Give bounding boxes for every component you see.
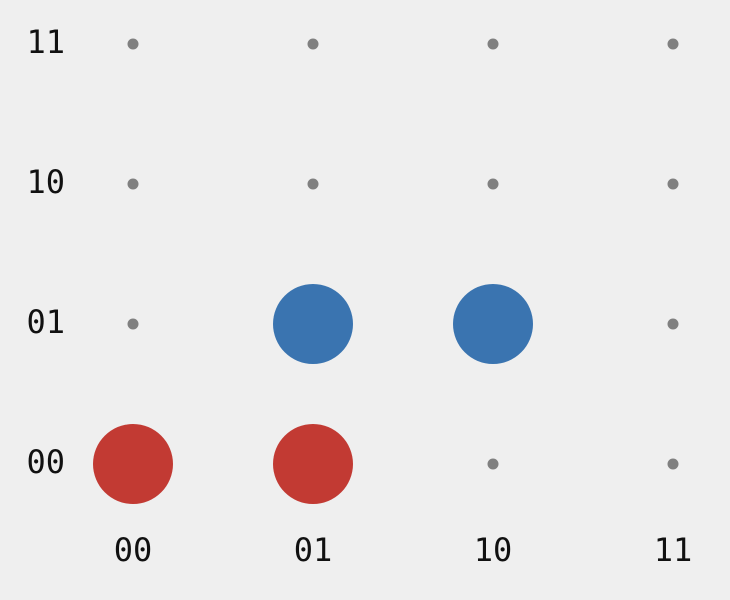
- marker-01-01: [273, 284, 353, 364]
- row-labels: 11 10 01 00: [26, 23, 65, 481]
- grid-dot-01-11: [307, 38, 319, 50]
- marker-10-01: [453, 284, 533, 364]
- grid-dot-10-00: [487, 458, 499, 470]
- grid-dots: [127, 38, 679, 470]
- row-label-10: 10: [26, 163, 65, 201]
- row-label-01: 01: [26, 303, 65, 341]
- column-label-01: 01: [294, 531, 333, 569]
- markers: [93, 284, 533, 504]
- column-label-10: 10: [474, 531, 513, 569]
- grid-dot-11-01: [667, 318, 679, 330]
- row-label-00: 00: [26, 443, 65, 481]
- marker-00-00: [93, 424, 173, 504]
- row-label-11: 11: [26, 23, 65, 61]
- grid-dot-11-10: [667, 178, 679, 190]
- grid-dot-11-00: [667, 458, 679, 470]
- grid-dot-00-01: [127, 318, 139, 330]
- grid-dot-11-11: [667, 38, 679, 50]
- grid-dot-01-10: [307, 178, 319, 190]
- column-label-00: 00: [114, 531, 153, 569]
- grid-dot-00-11: [127, 38, 139, 50]
- grid-dot-00-10: [127, 178, 139, 190]
- marker-01-00: [273, 424, 353, 504]
- column-label-11: 11: [654, 531, 693, 569]
- grid-dot-10-11: [487, 38, 499, 50]
- grid-dot-10-10: [487, 178, 499, 190]
- column-labels: 00 01 10 11: [114, 531, 693, 569]
